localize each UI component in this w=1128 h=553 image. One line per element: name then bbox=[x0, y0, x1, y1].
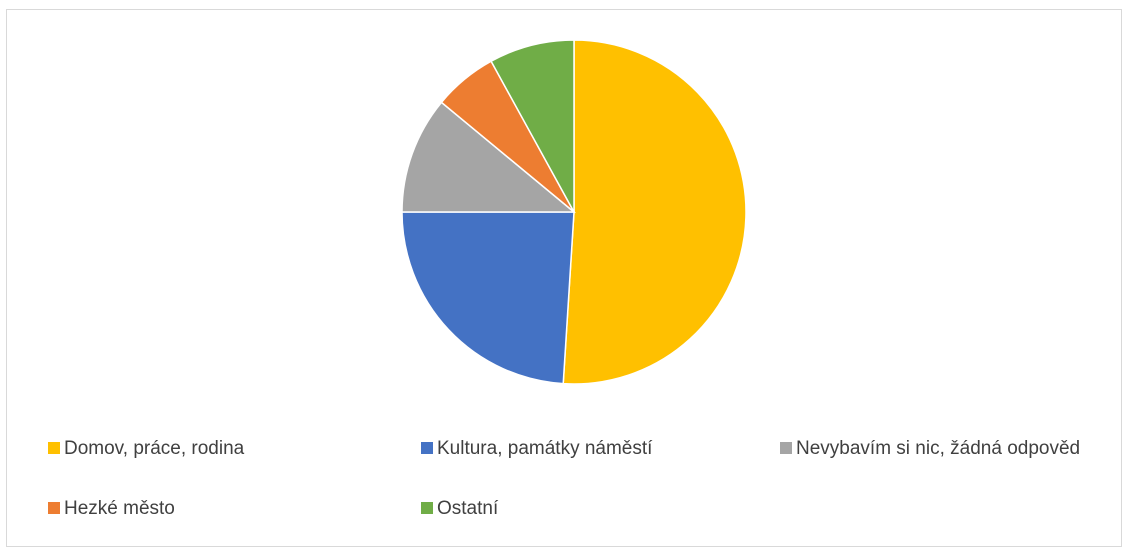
legend-label: Hezké město bbox=[64, 498, 175, 519]
legend-label: Kultura, památky náměstí bbox=[437, 438, 653, 459]
pie-slice bbox=[562, 39, 747, 385]
legend-label: Domov, práce, rodina bbox=[64, 438, 245, 459]
legend-swatch bbox=[48, 442, 60, 454]
pie-slice bbox=[401, 101, 577, 213]
pie-slice bbox=[401, 211, 575, 385]
legend-label: Nevybavím si nic, žádná odpověd bbox=[796, 438, 1080, 459]
pie-slice bbox=[490, 39, 575, 213]
legend-swatch bbox=[780, 442, 792, 454]
legend-swatch bbox=[421, 502, 433, 514]
legend-swatch bbox=[48, 502, 60, 514]
legend-swatch bbox=[421, 442, 433, 454]
legend-label: Ostatní bbox=[437, 498, 499, 519]
